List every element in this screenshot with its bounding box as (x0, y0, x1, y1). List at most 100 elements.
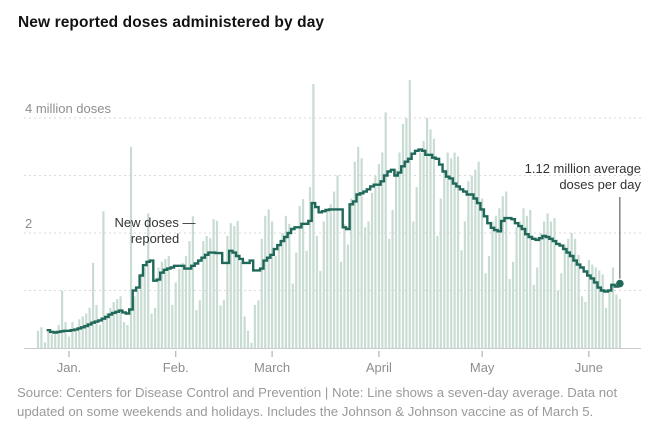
bar-day-29 (136, 290, 139, 348)
bar-day-103 (391, 210, 394, 348)
bar-day-87 (336, 175, 339, 348)
bar-day-63 (253, 304, 256, 348)
bar-day-134 (498, 208, 501, 348)
bar-day-39 (171, 304, 174, 348)
bar-day-137 (508, 279, 511, 348)
bar-day-135 (501, 196, 504, 348)
bar-day-116 (436, 235, 439, 348)
bar-day-131 (487, 256, 491, 348)
bar-day-138 (512, 261, 515, 349)
bar-day-65 (260, 238, 263, 349)
source-note-line2: updated on some weekends and holidays. I… (17, 403, 594, 419)
bar-day-71 (281, 233, 284, 348)
bar-day-68 (271, 221, 274, 348)
bar-day-167 (611, 267, 615, 348)
bar-day-111 (419, 152, 422, 348)
bar-day-169 (618, 299, 621, 348)
bar-day-60 (243, 316, 246, 348)
bar-day-62 (250, 342, 253, 348)
bar-day-48 (202, 241, 205, 348)
bar-day-127 (474, 169, 477, 349)
bar-day-31 (143, 267, 146, 348)
bar-day-104 (395, 169, 398, 349)
bar-day-6 (57, 325, 60, 348)
y-axis-label-4m: 4 million doses (25, 101, 111, 116)
bar-day-168 (615, 294, 618, 348)
bar-day-14 (85, 313, 88, 348)
bar-day-50 (209, 238, 212, 348)
bar-day-38 (167, 256, 170, 348)
bar-day-26 (126, 325, 129, 348)
bar-day-30 (140, 273, 143, 349)
bar-day-25 (123, 322, 126, 348)
annotation-new-doses-line1: New doses — (114, 215, 196, 230)
annotation-average: 1.12 million average doses per day (471, 161, 641, 193)
bar-day-123 (460, 250, 463, 349)
bar-day-28 (133, 296, 136, 349)
chart-title: New reported doses administered by day (18, 14, 325, 31)
bar-day-43 (184, 256, 188, 348)
bar-day-24 (119, 296, 122, 349)
bar-day-97 (370, 192, 374, 349)
bar-day-27 (129, 146, 133, 349)
bar-day-108 (408, 80, 411, 348)
bar-day-12 (78, 319, 81, 349)
bar-day-143 (529, 210, 532, 348)
bar-day-47 (198, 300, 201, 348)
bar-day-110 (415, 187, 418, 348)
bar-day-154 (567, 238, 570, 349)
bar-day-75 (295, 252, 298, 348)
month-label-4: May (470, 360, 495, 375)
bar-day-16 (92, 262, 95, 348)
bar-day-101 (384, 112, 387, 348)
bar-day-161 (591, 264, 594, 348)
bar-day-100 (381, 152, 384, 348)
bar-day-33 (150, 313, 153, 348)
bar-day-86 (333, 191, 336, 348)
bar-day-156 (574, 238, 577, 349)
bar-day-144 (532, 284, 535, 349)
bar-day-53 (219, 305, 222, 348)
month-label-2: March (254, 360, 290, 375)
bar-day-69 (274, 256, 277, 348)
month-label-0: Jan. (57, 360, 82, 375)
annotation-new-doses: New doses — reported (110, 215, 200, 247)
bar-day-164 (601, 274, 604, 348)
bar-day-85 (329, 204, 332, 349)
bar-day-159 (584, 302, 587, 348)
bar-day-107 (405, 118, 408, 348)
bar-day-79 (308, 187, 312, 348)
bar-day-95 (364, 227, 367, 349)
bar-day-36 (160, 261, 163, 349)
bar-day-146 (539, 233, 542, 348)
bar-day-94 (360, 158, 363, 349)
bar-day-102 (388, 238, 391, 349)
bar-day-91 (350, 198, 353, 348)
bar-day-139 (515, 227, 518, 349)
bar-day-163 (598, 270, 601, 348)
bar-day-126 (470, 175, 473, 348)
bar-day-80 (312, 84, 315, 348)
bar-day-151 (556, 290, 559, 348)
bar-day-58 (236, 220, 239, 348)
bar-day-166 (608, 290, 611, 348)
bar-day-147 (543, 221, 546, 348)
bar-day-18 (98, 325, 102, 348)
bar-day-52 (215, 220, 219, 348)
annotation-average-line2: doses per day (559, 177, 641, 192)
bar-day-3 (47, 331, 50, 348)
bar-day-90 (346, 244, 349, 348)
bar-day-82 (319, 270, 322, 348)
bar-day-20 (105, 313, 108, 348)
bar-day-149 (549, 221, 553, 348)
bar-day-105 (398, 152, 401, 348)
bar-day-78 (305, 250, 308, 348)
bar-day-96 (367, 221, 370, 348)
bar-day-34 (154, 307, 157, 349)
bar-day-165 (605, 307, 608, 349)
bar-day-64 (257, 300, 260, 348)
bar-day-51 (212, 219, 215, 348)
y-axis-label-2m: 2 (25, 216, 32, 231)
bar-day-117 (439, 198, 442, 348)
bar-day-83 (322, 221, 325, 348)
